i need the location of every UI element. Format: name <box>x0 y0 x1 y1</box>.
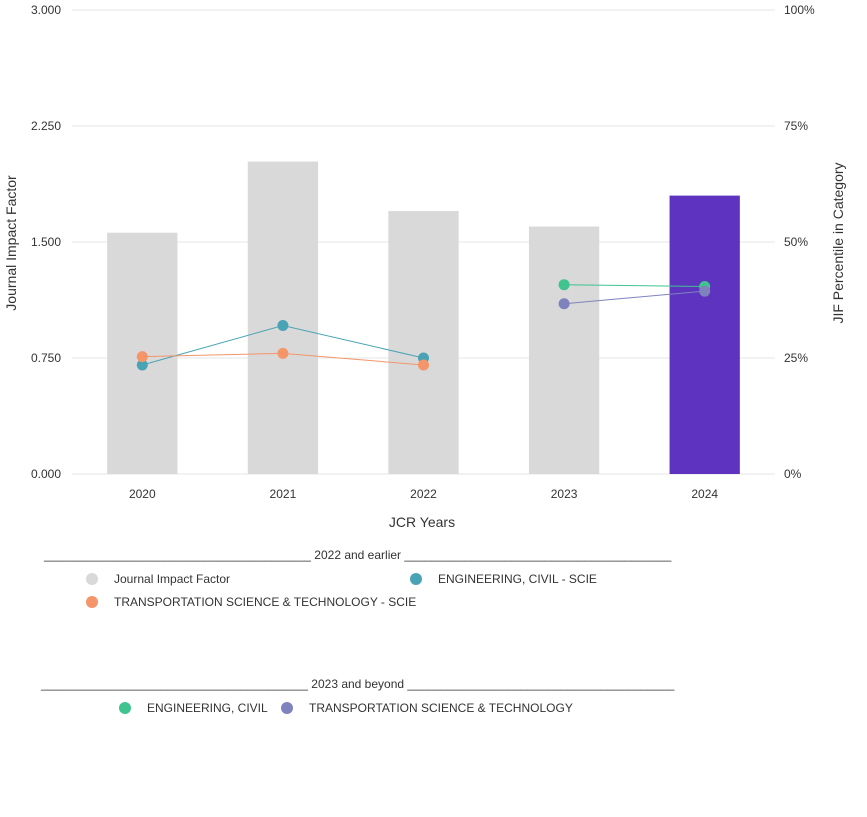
series-point-1 <box>136 351 148 363</box>
y-tick-label: 1.500 <box>31 235 61 249</box>
series-point-3 <box>558 298 570 310</box>
series-point-1 <box>418 359 429 371</box>
legend-item-transport-scie[interactable]: TRANSPORTATION SCIENCE & TECHNOLOGY - SC… <box>86 595 416 609</box>
legend-group2-label: 2023 and beyond <box>311 677 405 691</box>
legend-item-transport[interactable]: TRANSPORTATION SCIENCE & TECHNOLOGY <box>281 701 573 715</box>
x-tick-label: 2020 <box>129 487 156 501</box>
legend-rule: ________________________________________ <box>41 677 308 691</box>
legend-item-label: TRANSPORTATION SCIENCE & TECHNOLOGY - SC… <box>114 595 417 609</box>
legend-item-label: TRANSPORTATION SCIENCE & TECHNOLOGY <box>309 701 573 715</box>
legend-item-label: ENGINEERING, CIVIL - SCIE <box>438 572 597 586</box>
series-point-1 <box>277 347 289 359</box>
series-point-3 <box>699 285 711 297</box>
legend-item-eng-civil-scie[interactable]: ENGINEERING, CIVIL - SCIE <box>410 572 597 586</box>
legend-group1-header: ________________________________________… <box>44 548 671 562</box>
jif-chart: 0.000 0.750 1.500 2.250 3.000 0% 25% 50% 75% 100%… <box>3 3 846 530</box>
series-line-2 <box>564 284 705 288</box>
legend-dot-icon <box>86 573 98 585</box>
y2-axis-title: JIF Percentile in Category <box>830 162 846 323</box>
y-axis-title: Journal Impact Factor <box>3 175 19 311</box>
y2-tick-label: 100% <box>784 3 815 17</box>
y2-tick-label: 25% <box>784 351 808 365</box>
legend-group1-label: 2022 and earlier <box>314 548 402 562</box>
series-point-0 <box>277 320 289 332</box>
x-tick-label: 2022 <box>410 487 437 501</box>
y2-tick-label: 75% <box>784 119 808 133</box>
legend-dot-icon <box>86 596 98 608</box>
y2-tick-label: 0% <box>784 467 802 481</box>
bar-2021 <box>247 161 319 474</box>
bar-2022 <box>388 211 459 475</box>
legend-item-label: Journal Impact Factor <box>114 572 231 586</box>
series-line-3 <box>564 290 705 305</box>
legend-item-label: ENGINEERING, CIVIL <box>147 701 268 715</box>
legend-dot-icon <box>119 702 131 714</box>
y2-tick-label: 50% <box>784 235 808 249</box>
x-tick-label: 2024 <box>691 487 718 501</box>
x-tick-label: 2021 <box>270 487 297 501</box>
legend-dot-icon <box>410 573 422 585</box>
legend-dot-icon <box>281 702 293 714</box>
legend-rule: ________________________________________ <box>404 548 672 562</box>
legend-rule: ________________________________________ <box>407 677 675 691</box>
x-axis-title: JCR Years <box>389 514 455 530</box>
legend-item-eng-civil[interactable]: ENGINEERING, CIVIL <box>119 701 268 715</box>
bar-2024 <box>669 195 740 474</box>
y-tick-label: 3.000 <box>31 3 61 17</box>
y-tick-label: 0.750 <box>31 351 61 365</box>
y-tick-label: 2.250 <box>31 119 61 133</box>
legend-item-jif[interactable]: Journal Impact Factor <box>86 572 230 586</box>
x-tick-label: 2023 <box>551 487 578 501</box>
series-point-0 <box>136 359 148 371</box>
series-point-2 <box>558 279 570 291</box>
legend-rule: ________________________________________ <box>44 548 311 562</box>
y-tick-label: 0.000 <box>31 467 61 481</box>
bar-2023 <box>528 226 600 474</box>
legend-group2-header: ________________________________________… <box>41 677 674 691</box>
